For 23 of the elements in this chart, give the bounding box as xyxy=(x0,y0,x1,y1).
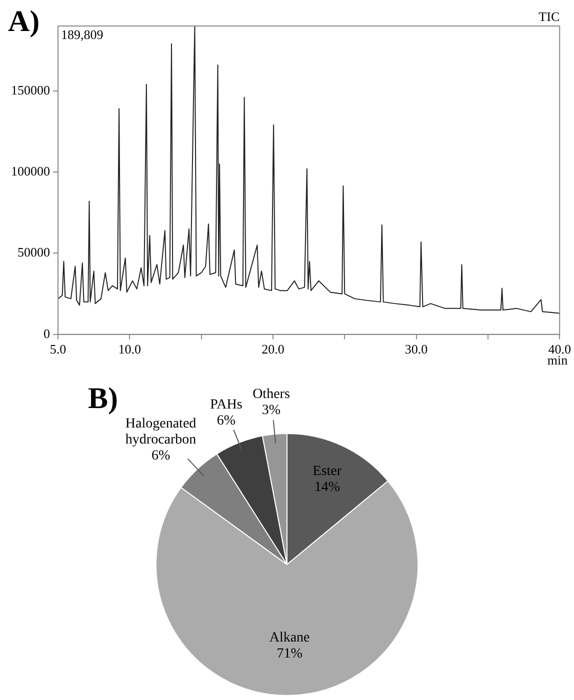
data-label: 3% xyxy=(262,402,281,418)
data-label: 14% xyxy=(314,480,340,495)
slice-label: PAHs xyxy=(210,398,242,413)
chart-title: A) xyxy=(8,4,40,38)
x-tick-label: 5.0 xyxy=(50,342,66,357)
y-tick-label: 150000 xyxy=(11,82,50,98)
slice-label: Others xyxy=(252,386,290,402)
x-tick-label: 30.0 xyxy=(404,342,428,357)
y-tick-label: 0 xyxy=(44,326,50,341)
x-tick-label: 20.0 xyxy=(262,342,284,357)
x-tick-label: 40.0 xyxy=(548,342,571,357)
data-label: 6% xyxy=(151,448,170,464)
data-label: 6% xyxy=(216,414,236,429)
text: TIC xyxy=(538,8,560,24)
y-tick-label: 100000 xyxy=(11,164,50,179)
slice-label: Halogenated hydrocarbon xyxy=(125,416,196,448)
slice-label: Ester xyxy=(312,464,342,479)
x-tick-label: 10.0 xyxy=(118,342,142,357)
slice-label: Alkane xyxy=(269,630,310,646)
data-label: 71% xyxy=(276,646,303,662)
y-tick-label: 50000 xyxy=(18,244,50,260)
chart-title: B) xyxy=(88,382,118,415)
annotation: 189,809 xyxy=(61,26,104,42)
